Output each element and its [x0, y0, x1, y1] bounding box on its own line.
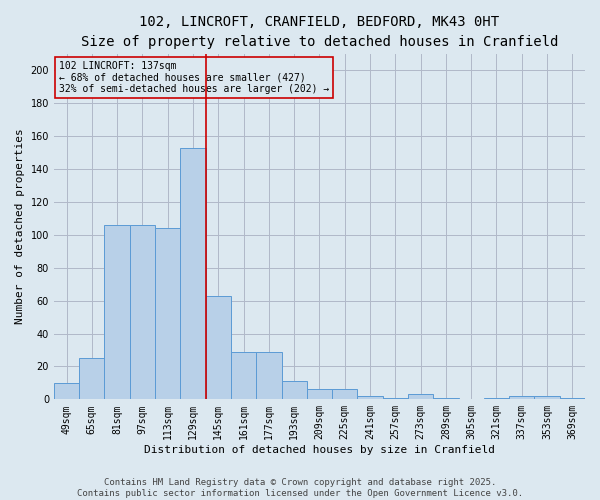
- Bar: [484, 398, 509, 400]
- Bar: [181, 148, 206, 400]
- Bar: [54, 383, 79, 400]
- Text: 102 LINCROFT: 137sqm
← 68% of detached houses are smaller (427)
32% of semi-deta: 102 LINCROFT: 137sqm ← 68% of detached h…: [59, 60, 329, 94]
- Bar: [560, 398, 585, 400]
- Bar: [509, 396, 535, 400]
- X-axis label: Distribution of detached houses by size in Cranfield: Distribution of detached houses by size …: [144, 445, 495, 455]
- Bar: [104, 225, 130, 400]
- Text: Contains HM Land Registry data © Crown copyright and database right 2025.
Contai: Contains HM Land Registry data © Crown c…: [77, 478, 523, 498]
- Bar: [206, 296, 231, 400]
- Bar: [256, 352, 281, 400]
- Title: 102, LINCROFT, CRANFIELD, BEDFORD, MK43 0HT
Size of property relative to detache: 102, LINCROFT, CRANFIELD, BEDFORD, MK43 …: [81, 15, 558, 48]
- Bar: [307, 390, 332, 400]
- Bar: [358, 396, 383, 400]
- Bar: [231, 352, 256, 400]
- Bar: [332, 390, 358, 400]
- Y-axis label: Number of detached properties: Number of detached properties: [15, 128, 25, 324]
- Bar: [433, 398, 458, 400]
- Bar: [408, 394, 433, 400]
- Bar: [535, 396, 560, 400]
- Bar: [383, 398, 408, 400]
- Bar: [281, 381, 307, 400]
- Bar: [155, 228, 181, 400]
- Bar: [79, 358, 104, 400]
- Bar: [130, 225, 155, 400]
